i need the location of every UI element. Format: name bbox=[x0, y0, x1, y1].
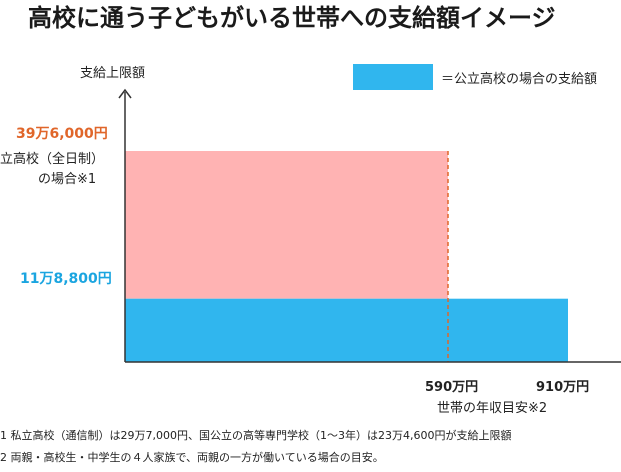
x-axis-label: 世帯の年収目安※2 bbox=[437, 401, 548, 416]
y-axis-label: 支給上限額 bbox=[80, 66, 146, 81]
x-tick-910: 910万円 bbox=[536, 380, 590, 395]
public-school-bar-mid-income bbox=[448, 298, 568, 362]
page-title: 高校に通う子どもがいる世帯への支給額イメージ bbox=[28, 4, 556, 32]
legend-label: ＝公立高校の場合の支給額 bbox=[441, 72, 598, 87]
footnote-1: 1 私立高校（通信制）は29万7,000円、国公立の高等専門学校（1〜3年）は2… bbox=[0, 429, 512, 442]
footnote-2: 2 両親・高校生・中学生の４人家族で、両親の一方が働いている場合の目安。 bbox=[0, 451, 384, 464]
private-school-bar bbox=[125, 151, 448, 299]
legend-swatch bbox=[353, 64, 433, 90]
x-tick-590: 590万円 bbox=[425, 380, 479, 395]
private-series-label-line1: 立高校（全日制） bbox=[0, 152, 105, 167]
private-series-label-line2: の場合※1 bbox=[38, 172, 97, 187]
y-axis-arrow bbox=[118, 88, 132, 99]
public-school-bar-low-income bbox=[125, 298, 448, 362]
public-value-label: 11万8,800円 bbox=[20, 271, 112, 287]
private-value-label: 39万6,000円 bbox=[16, 126, 108, 142]
